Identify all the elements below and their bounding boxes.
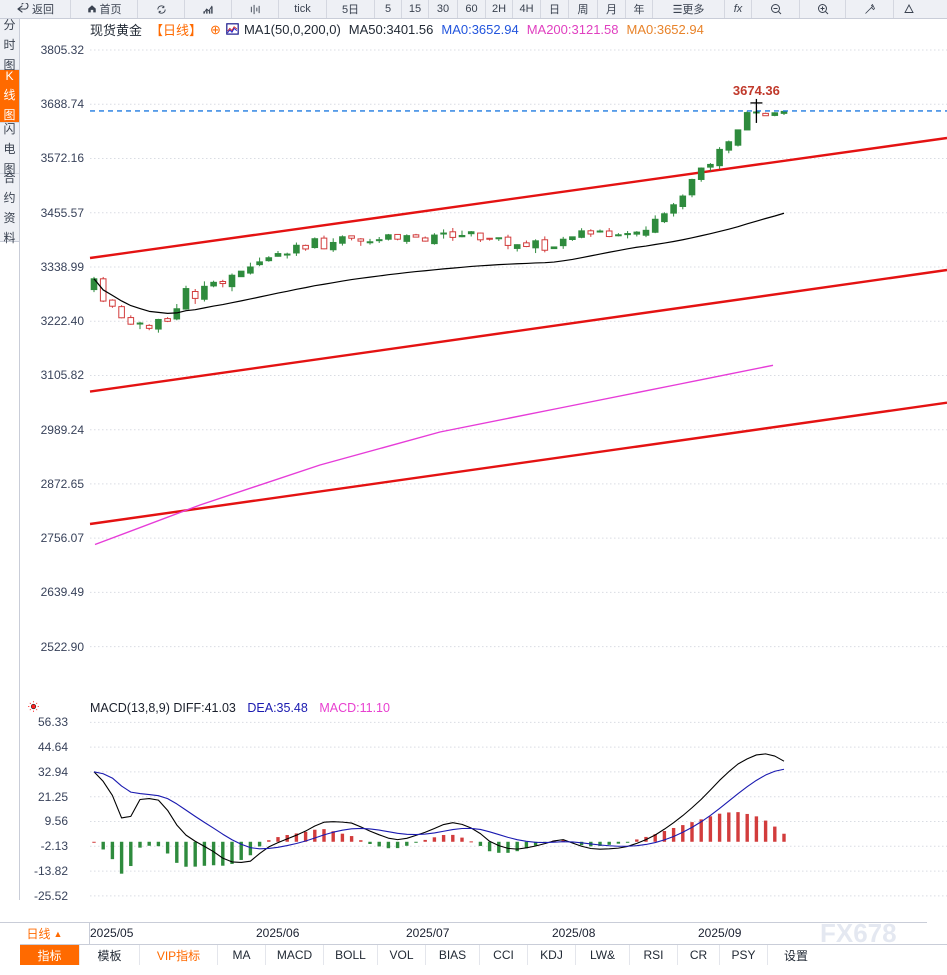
svg-text:3674.36: 3674.36 bbox=[733, 83, 780, 98]
